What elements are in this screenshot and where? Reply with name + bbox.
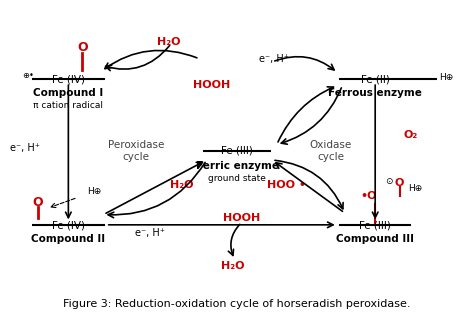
Text: H₂O: H₂O bbox=[157, 37, 181, 47]
Text: Compound III: Compound III bbox=[336, 235, 414, 244]
Text: O: O bbox=[395, 178, 404, 188]
Text: O₂: O₂ bbox=[403, 130, 418, 140]
Text: π cation radical: π cation radical bbox=[33, 101, 103, 110]
Text: Oxidase
cycle: Oxidase cycle bbox=[310, 140, 352, 162]
Text: Fe (II): Fe (II) bbox=[361, 74, 390, 84]
Text: H₂O: H₂O bbox=[220, 261, 244, 271]
Text: Fe (III): Fe (III) bbox=[221, 146, 253, 156]
Text: H⊕: H⊕ bbox=[408, 184, 422, 193]
Text: ⊙: ⊙ bbox=[385, 177, 393, 186]
Text: Fe (III): Fe (III) bbox=[359, 220, 391, 230]
Text: ground state: ground state bbox=[208, 174, 266, 183]
Text: •O: •O bbox=[360, 191, 376, 201]
Text: Compound I: Compound I bbox=[33, 88, 103, 98]
Text: e⁻, H⁺: e⁻, H⁺ bbox=[136, 228, 165, 238]
Text: O: O bbox=[77, 42, 88, 55]
Text: e⁻, H⁺: e⁻, H⁺ bbox=[10, 143, 40, 152]
Text: Ferrous enzyme: Ferrous enzyme bbox=[328, 88, 422, 98]
Text: HOOH: HOOH bbox=[223, 213, 260, 223]
Text: Figure 3: Reduction-oxidation cycle of horseradish peroxidase.: Figure 3: Reduction-oxidation cycle of h… bbox=[63, 299, 411, 309]
Text: HOO •: HOO • bbox=[267, 180, 306, 190]
Text: O: O bbox=[33, 196, 43, 209]
Text: H₂O: H₂O bbox=[170, 180, 193, 190]
Text: ⊕•: ⊕• bbox=[23, 71, 35, 80]
Text: Fe (IV): Fe (IV) bbox=[52, 74, 85, 84]
Text: HOOH: HOOH bbox=[192, 80, 230, 90]
Text: Ferric enzyme: Ferric enzyme bbox=[195, 161, 279, 171]
Text: H⊕: H⊕ bbox=[439, 73, 454, 82]
Text: Peroxidase
cycle: Peroxidase cycle bbox=[108, 140, 164, 162]
Text: Fe (IV): Fe (IV) bbox=[52, 220, 85, 230]
Text: e⁻, H⁺: e⁻, H⁺ bbox=[259, 54, 290, 64]
Text: Compound II: Compound II bbox=[31, 235, 105, 244]
Text: H⊕: H⊕ bbox=[87, 187, 101, 196]
